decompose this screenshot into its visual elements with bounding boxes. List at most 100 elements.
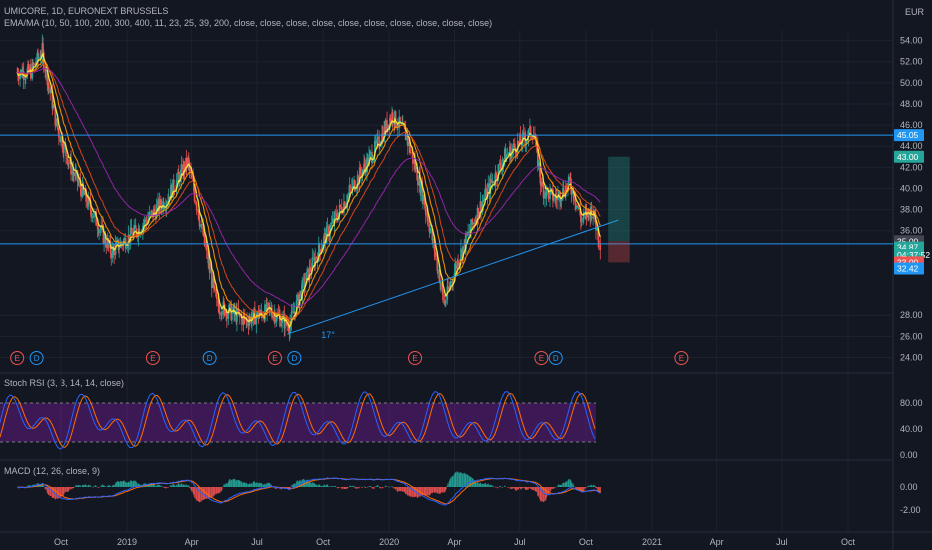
macd-axis-label: 0.00	[900, 482, 918, 492]
candle-body	[465, 232, 467, 249]
candle-body	[348, 186, 351, 193]
candle-body	[280, 323, 283, 327]
candle-body	[130, 227, 133, 234]
macd-histogram-bar	[70, 487, 72, 490]
dividend-event-marker	[287, 351, 302, 365]
candle-body	[381, 133, 384, 142]
macd-histogram-bar	[588, 485, 590, 487]
candle-body	[363, 163, 365, 170]
candle-body	[353, 180, 356, 191]
candle-body	[227, 313, 230, 319]
macd-histogram-bar	[43, 486, 45, 487]
candle-body	[213, 278, 215, 287]
earnings-event-marker	[408, 351, 423, 365]
x-axis-tick-label: Apr	[710, 537, 724, 547]
macd-histogram-bar	[225, 483, 227, 487]
macd-histogram-bar	[428, 487, 431, 496]
macd-histogram-bar	[450, 477, 452, 487]
candle-body	[565, 186, 567, 198]
candle-body	[299, 290, 301, 297]
macd-histogram-bar	[114, 483, 117, 487]
macd-histogram-bar	[152, 484, 154, 487]
macd-histogram-bar	[554, 487, 556, 488]
macd-histogram-bar	[255, 482, 258, 487]
macd-histogram-bar	[162, 486, 164, 487]
candle-body	[369, 151, 372, 153]
event-marker-letter: E	[679, 354, 684, 363]
macd-histogram-bar	[465, 473, 467, 487]
macd-histogram-bar	[76, 485, 79, 487]
macd-histogram-bar	[351, 485, 354, 487]
candle-body	[123, 238, 125, 241]
macd-histogram-bar	[117, 481, 120, 487]
x-axis-tick-label: Apr	[447, 537, 461, 547]
macd-histogram-bar	[229, 479, 231, 487]
macd-histogram-bar	[190, 487, 193, 492]
candle-body	[110, 253, 113, 258]
x-axis-tick-label: Oct	[841, 537, 856, 547]
candle-body	[255, 316, 258, 325]
macd-histogram-bar	[122, 481, 125, 487]
candle-body	[542, 181, 544, 188]
macd-histogram-bar	[403, 487, 405, 492]
macd-histogram-bar	[328, 486, 330, 487]
macd-histogram-bar	[216, 487, 218, 494]
candle-body	[427, 217, 429, 226]
macd-histogram-bar	[587, 486, 589, 487]
macd-histogram-bar	[250, 483, 252, 487]
macd-histogram-bar	[514, 487, 517, 490]
macd-histogram-bar	[544, 487, 547, 501]
candle-body	[328, 226, 330, 237]
candle-body	[324, 232, 327, 243]
macd-histogram-bar	[207, 487, 209, 499]
macd-histogram-bar	[86, 486, 89, 487]
macd-histogram-bar	[565, 481, 568, 487]
macd-histogram-bar	[157, 484, 159, 487]
candle-body	[90, 209, 92, 218]
candle-body	[319, 249, 322, 254]
candle-body	[150, 210, 153, 212]
candle-body	[580, 215, 582, 223]
candle-body	[495, 172, 497, 180]
macd-histogram-bar	[519, 487, 521, 488]
y-axis-tick-label: 26.00	[900, 331, 923, 341]
macd-histogram-bar	[203, 487, 206, 500]
candle-body	[354, 189, 357, 191]
candle-body	[256, 311, 258, 317]
macd-histogram-bar	[396, 487, 398, 491]
macd-histogram-bar	[295, 482, 298, 487]
macd-histogram-bar	[421, 487, 423, 496]
macd-histogram-bar	[132, 481, 134, 487]
macd-histogram-bar	[170, 485, 173, 487]
candle-body	[575, 205, 578, 208]
macd-signal-line	[17, 477, 601, 505]
macd-histogram-bar	[468, 476, 471, 487]
candle-body	[515, 153, 518, 155]
macd-histogram-bar	[358, 487, 360, 489]
candle-body	[579, 208, 581, 216]
y-axis-tick-label: 54.00	[900, 36, 923, 46]
candle-body	[267, 302, 270, 304]
macd-histogram-bar	[256, 482, 258, 487]
candle-body	[383, 126, 385, 142]
candle-body	[376, 138, 378, 144]
macd-histogram-bar	[442, 487, 444, 493]
candle-body	[188, 157, 190, 164]
macd-histogram-bar	[369, 485, 372, 487]
macd-histogram-bar	[134, 480, 137, 487]
macd-histogram-bar	[157, 485, 160, 487]
macd-histogram-bar	[399, 487, 402, 492]
macd-histogram-bar	[196, 487, 198, 501]
candle-body	[502, 159, 505, 164]
candle-body	[301, 280, 304, 299]
macd-histogram-bar	[379, 487, 382, 489]
macd-histogram-bar	[94, 485, 97, 487]
macd-histogram-bar	[308, 481, 310, 487]
candle-body	[447, 286, 449, 290]
macd-histogram-bar	[155, 486, 157, 487]
macd-histogram-bar	[221, 487, 223, 491]
macd-histogram-bar	[208, 487, 210, 499]
macd-histogram-bar	[192, 487, 194, 493]
candle-body	[569, 176, 571, 181]
